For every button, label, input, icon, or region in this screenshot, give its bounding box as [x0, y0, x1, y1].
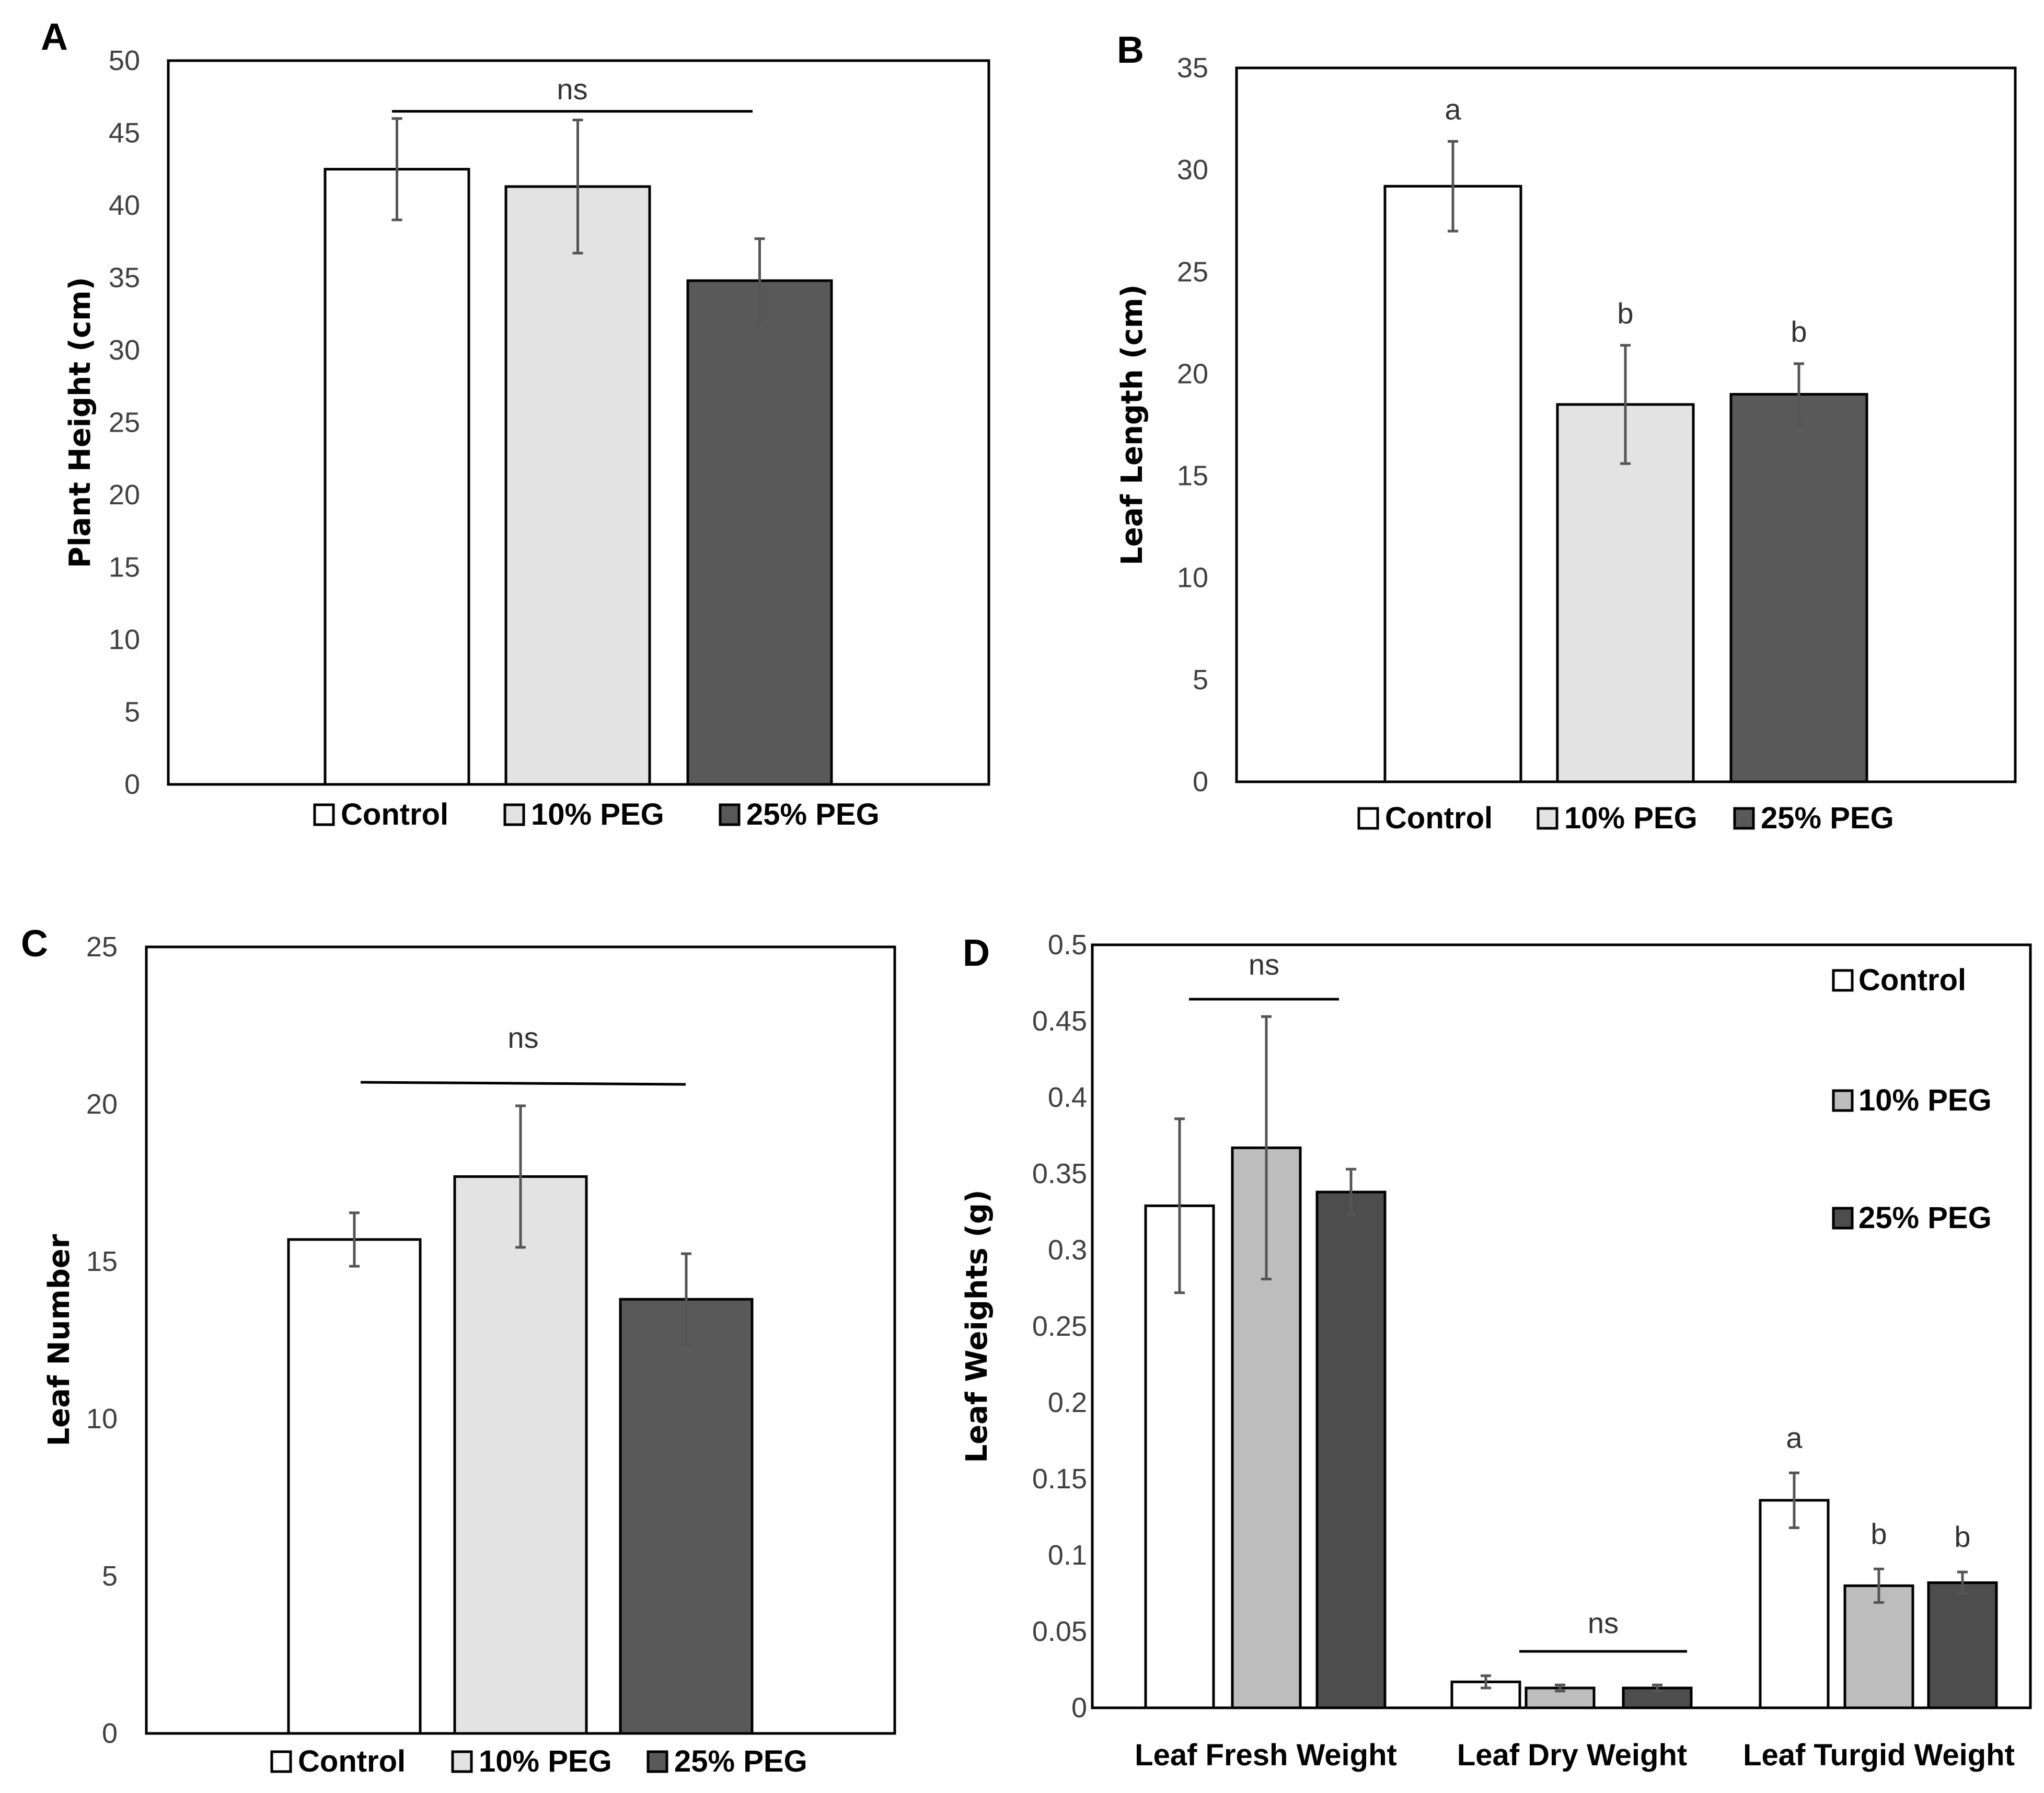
y-tick-label: 25 — [1177, 256, 1208, 287]
legend-label: 25% PEG — [1761, 801, 1894, 835]
panel-letter: C — [21, 923, 48, 965]
bar-25-peg — [1315, 1190, 1387, 1709]
legend-label: Control — [1858, 963, 1966, 997]
y-tick-label: 20 — [86, 1089, 118, 1120]
y-tick-label: 0.35 — [1032, 1158, 1087, 1189]
legend-swatch — [1733, 807, 1755, 830]
y-tick-label: 5 — [1193, 664, 1208, 696]
bar-10-peg — [504, 185, 651, 786]
y-tick-label: 20 — [109, 479, 140, 511]
y-tick-label: 35 — [1177, 52, 1208, 84]
significance-letter: b — [1791, 315, 1807, 348]
y-tick-label: 0.2 — [1048, 1387, 1087, 1418]
y-tick-label: 0 — [1193, 766, 1208, 797]
significance-label: ns — [557, 73, 587, 106]
y-tick-label: 30 — [1177, 154, 1208, 186]
y-tick-label: 40 — [109, 190, 140, 221]
y-tick-label: 15 — [109, 552, 140, 583]
bar-control — [1383, 184, 1522, 783]
y-axis-title: Leaf Length (cm) — [1115, 284, 1149, 565]
bar-10-peg — [1556, 403, 1695, 783]
y-axis-title: Leaf Number — [42, 1234, 76, 1446]
panel-letter: B — [1117, 29, 1144, 71]
bar-10-peg — [1843, 1584, 1914, 1709]
y-tick-label: 0.25 — [1032, 1311, 1087, 1342]
y-tick-label: 15 — [1177, 460, 1208, 492]
legend-label: 10% PEG — [531, 797, 664, 831]
y-tick-label: 0.5 — [1048, 929, 1087, 961]
legend-swatch — [313, 803, 335, 826]
significance-label: ns — [1588, 1606, 1619, 1639]
y-tick-label: 0.15 — [1032, 1463, 1087, 1495]
significance-bracket — [360, 1081, 686, 1086]
legend-swatch — [719, 803, 741, 826]
legend-label: Control — [298, 1744, 406, 1778]
y-axis-title: Leaf Weights (g) — [960, 1189, 994, 1463]
legend-swatch — [503, 803, 525, 826]
y-tick-label: 25 — [109, 407, 140, 438]
bar-control — [324, 168, 470, 786]
y-axis-title: Plant Height (cm) — [63, 277, 97, 568]
panel-letter: A — [41, 16, 68, 58]
significance-letter: b — [1870, 1517, 1887, 1550]
legend-swatch — [451, 1750, 473, 1773]
bar-10-peg — [453, 1175, 588, 1735]
bar-25-peg — [1927, 1581, 1998, 1709]
y-tick-label: 0.45 — [1032, 1005, 1087, 1037]
panel-letter: D — [963, 932, 990, 974]
y-tick-label: 5 — [102, 1560, 118, 1592]
legend-swatch — [1357, 807, 1379, 830]
y-tick-label: 35 — [109, 262, 140, 294]
category-label: Leaf Fresh Weight — [1135, 1738, 1397, 1772]
bar-25-peg — [686, 279, 833, 786]
legend-swatch — [270, 1750, 292, 1773]
y-tick-label: 10 — [1177, 562, 1208, 594]
y-tick-label: 10 — [109, 624, 140, 655]
y-tick-label: 0.1 — [1048, 1540, 1087, 1571]
bar-control — [1759, 1499, 1830, 1709]
y-tick-label: 5 — [124, 697, 140, 728]
y-tick-label: 30 — [109, 334, 140, 366]
significance-letter: b — [1617, 297, 1633, 330]
significance-label: ns — [1249, 948, 1279, 981]
category-label: Leaf Dry Weight — [1457, 1738, 1687, 1772]
legend-swatch — [1832, 1089, 1854, 1112]
legend-label: Control — [341, 797, 448, 831]
y-tick-label: 10 — [86, 1403, 118, 1435]
y-tick-label: 45 — [109, 118, 140, 149]
significance-letter: b — [1954, 1520, 1970, 1553]
bar-25-peg — [1729, 392, 1868, 783]
legend-label: 25% PEG — [674, 1744, 807, 1778]
y-tick-label: 0 — [102, 1718, 118, 1749]
significance-label: ns — [507, 1021, 538, 1054]
y-tick-label: 0.4 — [1048, 1082, 1087, 1113]
legend-label: Control — [1385, 801, 1493, 835]
legend-swatch — [646, 1750, 668, 1773]
y-tick-label: 15 — [86, 1246, 118, 1277]
y-tick-label: 0 — [1071, 1692, 1087, 1723]
legend-label: 25% PEG — [1858, 1201, 1992, 1235]
y-tick-label: 0 — [124, 769, 140, 800]
legend-label: 10% PEG — [1858, 1083, 1992, 1117]
legend-swatch — [1537, 807, 1558, 830]
legend-label: 10% PEG — [1564, 801, 1697, 835]
legend-swatch — [1832, 1207, 1854, 1230]
legend-swatch — [1832, 969, 1854, 992]
y-tick-label: 20 — [1177, 358, 1208, 389]
significance-letter: a — [1445, 93, 1461, 126]
legend-label: 25% PEG — [746, 797, 880, 831]
bar-control — [287, 1238, 422, 1735]
legend-label: 10% PEG — [479, 1744, 612, 1778]
y-tick-label: 0.05 — [1032, 1616, 1087, 1647]
category-label: Leaf Turgid Weight — [1743, 1738, 2015, 1772]
y-tick-label: 25 — [86, 931, 118, 963]
bar-25-peg — [619, 1298, 754, 1735]
y-tick-label: 0.3 — [1048, 1234, 1087, 1266]
significance-letter: a — [1786, 1421, 1803, 1454]
y-tick-label: 50 — [109, 45, 140, 76]
